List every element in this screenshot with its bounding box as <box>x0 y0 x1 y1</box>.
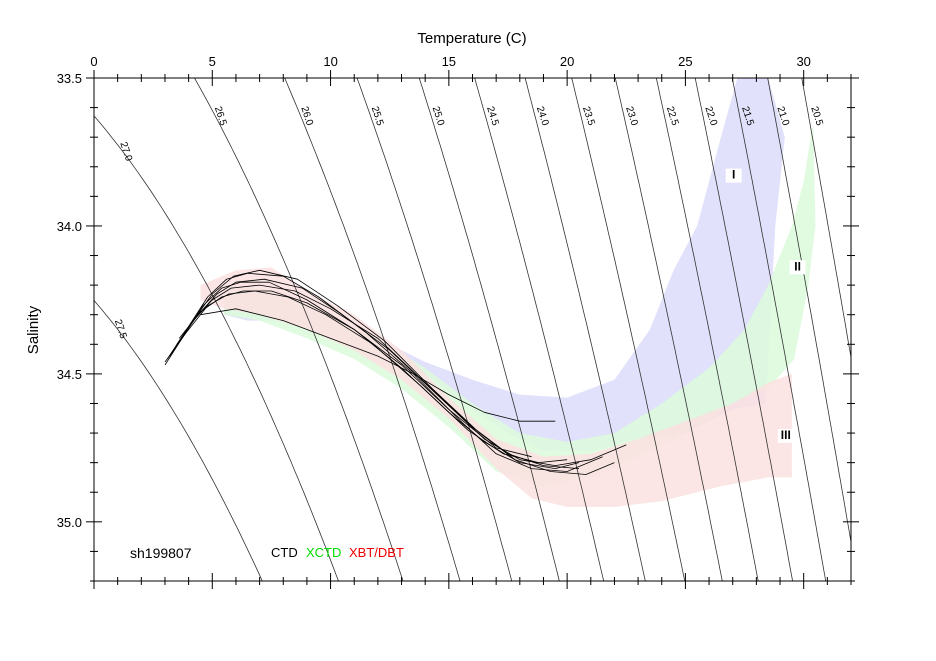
isopycnal-line <box>524 78 646 581</box>
y-tick-label: 33.5 <box>57 71 82 86</box>
isopycnal-line <box>694 78 794 581</box>
iso-label-layer: 27.527.026.5 26.0 25.5 25.0 24.5 24.0 23.5 23.0… <box>112 105 825 340</box>
x-tick-label: 20 <box>560 54 574 69</box>
ctd-profile-7 <box>169 269 615 475</box>
x-tick-label: 15 <box>442 54 456 69</box>
envelope-3 <box>200 267 792 507</box>
legend-xbt-dbt: XBT/DBT <box>349 545 404 560</box>
envelope-1 <box>224 78 785 451</box>
isopycnal-line <box>356 78 513 581</box>
isopycnal-label: 24.5 <box>484 105 501 127</box>
y-tick-label: 35.0 <box>57 515 82 530</box>
isopycnal-label: 26.5 <box>212 105 229 127</box>
ctd-profile-8 <box>200 308 556 422</box>
region-label-bg <box>789 260 806 275</box>
isopycnal-line <box>731 78 827 581</box>
ctd-profile-4 <box>176 278 627 467</box>
isopycnal-line <box>284 78 461 581</box>
x-tick-label: 30 <box>796 54 810 69</box>
station-label: sh199807 <box>130 545 192 561</box>
legend-xctd: XCTD <box>306 545 341 560</box>
isopycnal-line <box>194 78 404 581</box>
isopycnal-label: 25.5 <box>369 105 386 127</box>
axis-ticks: 0 5 10 15 20 25 30 33.5 34.0 34.5 35.0 <box>57 54 859 589</box>
y-tick-label: 34.5 <box>57 367 82 382</box>
ctd-profile-6 <box>178 290 532 458</box>
x-tick-label: 10 <box>323 54 337 69</box>
isopycnal-line <box>571 78 686 581</box>
isopycnal-line <box>614 78 723 581</box>
isopycnal-label: 27.0 <box>117 141 134 163</box>
series-layer <box>164 269 627 475</box>
isopycnal-label: 25.0 <box>430 105 447 127</box>
isopycnal-line <box>474 78 605 581</box>
isopycnal-label: 27.5 <box>112 318 129 340</box>
isopycnal-line <box>94 115 339 581</box>
y-tick-label: 34.0 <box>57 219 82 234</box>
region-label-bg <box>777 429 794 443</box>
region-label-2: II <box>794 259 801 273</box>
region-label-bg <box>725 168 742 183</box>
region-label-1: I <box>732 168 735 182</box>
x-tick-label: 5 <box>209 54 216 69</box>
envelope-layer <box>200 78 816 507</box>
ctd-profile-3 <box>171 284 580 469</box>
x-tick-label: 25 <box>678 54 692 69</box>
region-label-3: III <box>781 428 791 442</box>
isopycnal-line <box>655 78 759 581</box>
y-axis-title: Salinity <box>25 305 42 354</box>
isopycnal-label: 24.0 <box>534 105 551 127</box>
isopycnal-line <box>801 78 851 360</box>
isopycnal-line <box>418 78 560 581</box>
x-axis-title: Temperature (C) <box>417 30 526 47</box>
isopycnal-line <box>767 78 851 545</box>
ctd-profile-5 <box>164 290 568 464</box>
isopycnal-layer <box>94 78 851 581</box>
legend-ctd: CTD <box>271 545 298 560</box>
isopycnal-label: 20.5 <box>808 105 825 127</box>
x-tick-label: 0 <box>90 54 97 69</box>
isopycnal-line <box>94 299 263 581</box>
